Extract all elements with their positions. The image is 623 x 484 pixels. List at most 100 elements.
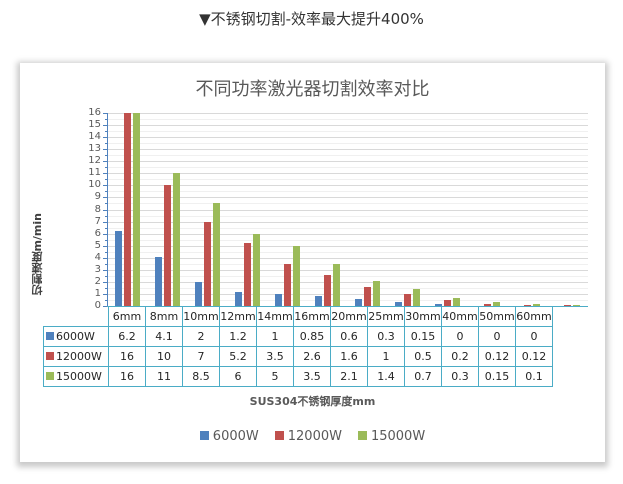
y-tick-label: 12	[88, 155, 101, 166]
table-cell: 3.5	[256, 346, 294, 367]
bar-15000W-50mm	[533, 304, 540, 306]
table-header-cell: 20mm	[330, 306, 368, 327]
y-tick-label: 11	[88, 167, 101, 178]
table-cell: 0.2	[441, 346, 479, 367]
bar-15000W-60mm	[573, 304, 580, 306]
table-cell: 0.12	[515, 346, 553, 367]
table-cell: 6	[219, 366, 257, 387]
legend-swatch-icon	[46, 372, 54, 380]
bar-12000W-60mm	[564, 304, 571, 306]
table-cell: 16	[108, 366, 146, 387]
y-tick	[103, 234, 107, 235]
y-tick	[105, 155, 107, 156]
gridline	[107, 119, 588, 120]
bar-12000W-10mm	[204, 221, 211, 306]
chart-card: 不同功率激光器切割效率对比 切割速度m/min 16 15 14 13 12 11 10 9 8…	[20, 63, 605, 462]
bar-15000W-10mm	[213, 203, 220, 306]
bar-15000W-12mm	[253, 233, 260, 306]
table-cell: 0.3	[367, 326, 405, 347]
y-axis-label: 切割速度m/min	[31, 213, 44, 296]
y-tick	[103, 125, 107, 126]
y-tick	[105, 203, 107, 204]
x-axis-label: SUS304不锈钢厚度mm	[249, 395, 376, 408]
y-tick	[103, 222, 107, 223]
gridline	[107, 185, 588, 186]
bar-6000W-6mm	[115, 231, 122, 306]
gridline	[107, 252, 588, 253]
table-header-cell: 50mm	[478, 306, 516, 327]
table-cell: 0	[515, 326, 553, 347]
bar-15000W-14mm	[293, 245, 300, 306]
gridline	[107, 288, 588, 289]
table-header-cell: 6mm	[108, 306, 146, 327]
row-label: 6000W	[43, 326, 109, 347]
bar-6000W-12mm	[235, 291, 242, 306]
bar-12000W-16mm	[324, 274, 331, 306]
table-cell: 1.6	[330, 346, 368, 367]
table-cell: 8.5	[182, 366, 220, 387]
gridline	[107, 137, 588, 138]
table-row: 12000W 16 10 7 5.2 3.5 2.6 1.6 1 0.5 0.2 0.12 0.12	[43, 346, 553, 367]
table-cell: 1	[256, 326, 294, 347]
y-tick	[103, 113, 107, 114]
gridline	[107, 149, 588, 150]
table-cell: 0.3	[441, 366, 479, 387]
gridline	[107, 300, 588, 301]
legend-swatch-icon	[46, 352, 54, 360]
table-header-cell: 16mm	[293, 306, 331, 327]
y-tick	[105, 167, 107, 168]
legend-item: 6000W	[199, 429, 259, 444]
gridline	[107, 234, 588, 235]
table-header-cell: 40mm	[441, 306, 479, 327]
gridline	[107, 173, 588, 174]
bar-12000W-8mm	[164, 185, 171, 306]
bar-12000W-40mm	[484, 303, 491, 306]
page-caption: ▼不锈钢切割-效率最大提升400%	[199, 10, 424, 28]
bar-12000W-12mm	[244, 243, 251, 306]
bar-6000W-14mm	[275, 293, 282, 306]
y-tick-label: 2	[94, 276, 101, 287]
data-table: 6mm 8mm 10mm 12mm 14mm 16mm 20mm 25mm 30mm 40mm 50…	[43, 306, 553, 387]
y-tick	[103, 173, 107, 174]
bar-6000W-30mm	[435, 304, 442, 306]
table-header-cell: 8mm	[145, 306, 183, 327]
table-cell: 1.4	[367, 366, 405, 387]
table-header-cell: 10mm	[182, 306, 220, 327]
table-cell: 0	[478, 326, 516, 347]
bar-15000W-30mm	[453, 297, 460, 306]
legend-swatch-icon	[274, 431, 284, 440]
y-tick	[105, 131, 107, 132]
gridline	[107, 264, 588, 265]
gridline	[107, 258, 588, 259]
table-cell: 0.6	[330, 326, 368, 347]
table-cell: 0.85	[293, 326, 331, 347]
table-cell: 7	[182, 346, 220, 367]
gridline	[107, 161, 588, 162]
gridline	[107, 143, 588, 144]
row-label: 15000W	[43, 366, 109, 387]
table-cell: 4.1	[145, 326, 183, 347]
y-tick	[105, 240, 107, 241]
table-cell: 6.2	[108, 326, 146, 347]
table-row: 6000W 6.2 4.1 2 1.2 1 0.85 0.6 0.3 0.15 0 0 0	[43, 326, 553, 347]
y-tick	[103, 294, 107, 295]
y-tick	[103, 258, 107, 259]
table-row: 15000W 16 11 8.5 6 5 3.5 2.1 1.4 0.7 0.3 0.15 0.1	[43, 366, 553, 387]
y-tick	[105, 143, 107, 144]
legend-swatch-icon	[199, 431, 209, 440]
table-cell: 2.6	[293, 346, 331, 367]
y-tick	[103, 149, 107, 150]
table-cell: 10	[145, 346, 183, 367]
bar-15000W-16mm	[333, 263, 340, 306]
table-cell: 0.15	[478, 366, 516, 387]
table-corner	[43, 306, 109, 327]
table-header-cell: 25mm	[367, 306, 405, 327]
y-tick	[103, 137, 107, 138]
bar-15000W-6mm	[133, 113, 140, 306]
gridline	[107, 191, 588, 192]
table-cell: 1	[367, 346, 405, 367]
y-tick	[103, 246, 107, 247]
gridline	[107, 228, 588, 229]
y-tick	[105, 119, 107, 120]
gridline	[107, 131, 588, 132]
